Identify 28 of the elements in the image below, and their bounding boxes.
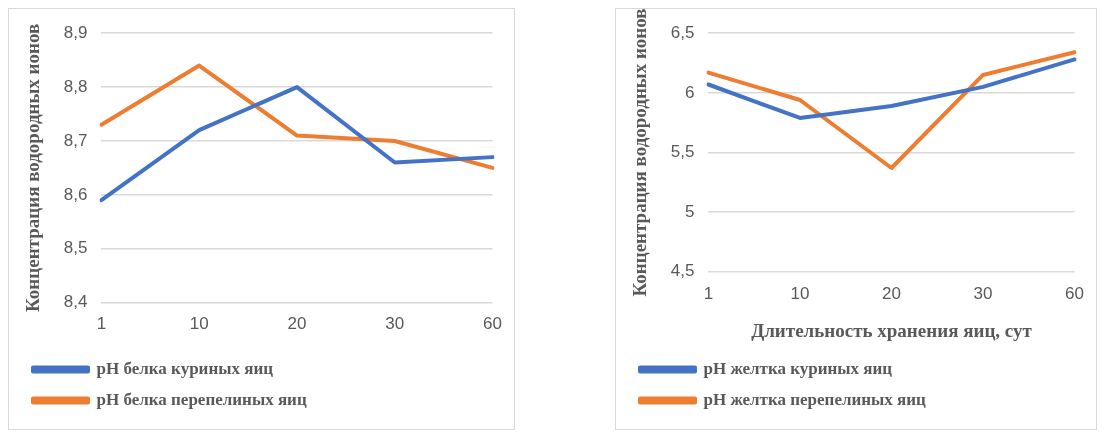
y-tick-label: 8,9 [63,22,88,42]
y-tick-label: 6 [684,82,695,102]
x-tick-label: 1 [703,283,714,303]
x-tick-label: 10 [189,314,209,334]
y-tick-label: 8,5 [63,238,88,258]
x-tick-label: 30 [973,283,993,303]
y-tick-label: 8,4 [63,292,88,312]
legend-label: pH желтка куриных яиц [703,358,893,378]
x-tick-label: 1 [96,314,107,334]
y-tick-label: 5,5 [670,142,695,162]
legend-label: pH белка куриных яиц [96,358,274,378]
x-tick-label: 60 [483,314,503,334]
y-axis-title: Концентрация водородных ионов [22,23,44,312]
legend-label: pH белка перепелиных яиц [96,389,307,409]
y-tick-label: 8,8 [63,76,88,96]
x-tick-label: 30 [385,314,405,334]
y-tick-label: 8,7 [63,130,88,150]
x-tick-label: 60 [1065,283,1085,303]
x-tick-label: 20 [882,283,901,303]
x-tick-label: 10 [790,283,810,303]
y-tick-label: 8,6 [63,184,88,204]
y-tick-label: 5 [684,201,695,221]
x-axis-title: Длительность хранения яиц, сут [751,319,1033,341]
x-tick-label: 20 [287,314,307,334]
y-axis-title: Концентрация водородных ионов [629,8,651,297]
legend-label: pH желтка перепелиных яиц [703,389,927,409]
y-tick-label: 4,5 [670,261,695,281]
y-tick-label: 6,5 [670,22,695,42]
